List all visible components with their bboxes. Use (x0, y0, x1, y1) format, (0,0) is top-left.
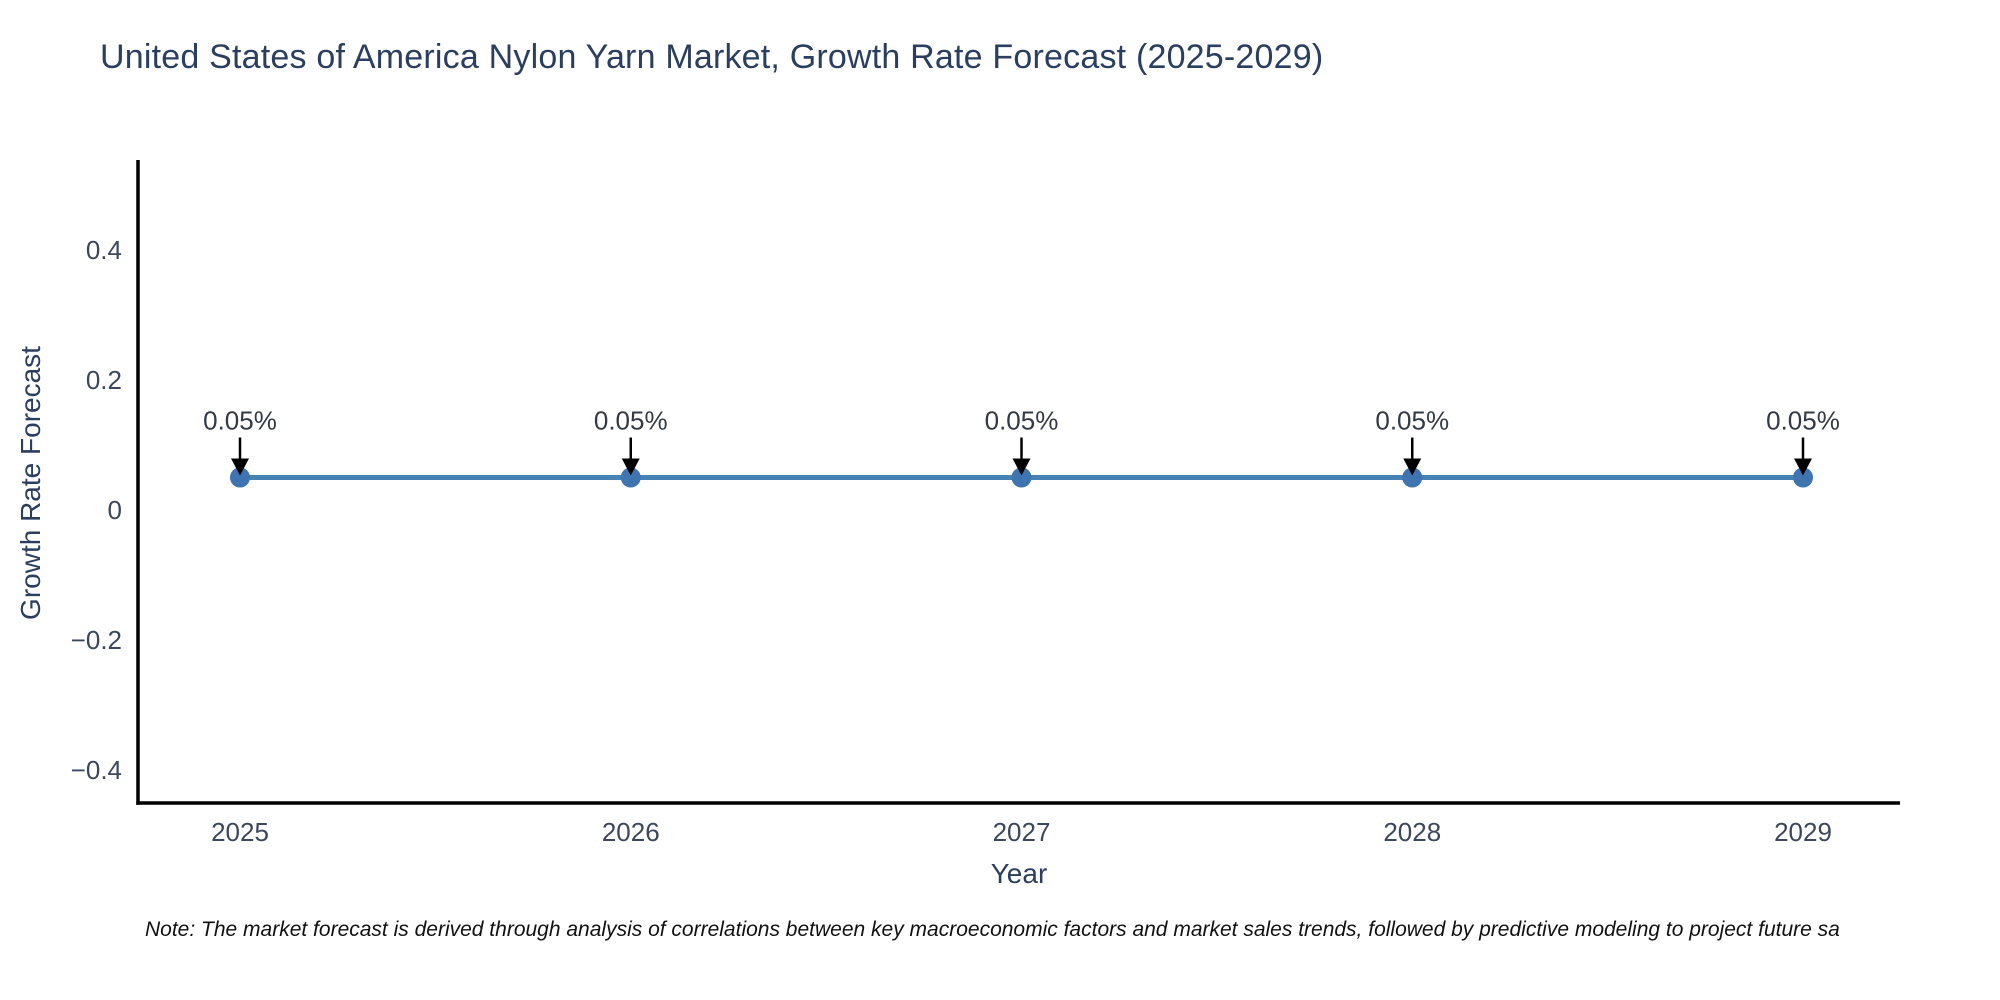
point-label: 0.05% (985, 406, 1059, 436)
point-label: 0.05% (594, 406, 668, 436)
data-point[interactable] (230, 467, 250, 488)
x-tick-label: 2026 (602, 817, 660, 847)
x-tick-label: 2025 (211, 817, 269, 847)
annotation-arrowhead (1012, 458, 1031, 476)
annotation-arrowhead (1794, 458, 1812, 476)
x-axis-title: Year (990, 858, 1048, 889)
y-tick-label: −0.2 (71, 625, 122, 655)
y-tick-label: 0.2 (86, 365, 122, 395)
annotation-arrowhead (231, 458, 249, 476)
x-tick-label: 2028 (1383, 817, 1441, 847)
data-point[interactable] (1793, 467, 1813, 488)
y-tick-label: 0 (108, 495, 122, 525)
point-label: 0.05% (1375, 406, 1449, 436)
chart-title: United States of America Nylon Yarn Mark… (100, 38, 1324, 76)
annotation-arrowhead (621, 458, 640, 476)
point-label: 0.05% (1766, 406, 1840, 436)
y-tick-label: −0.4 (71, 755, 122, 785)
data-point[interactable] (1402, 467, 1423, 488)
data-point[interactable] (1011, 467, 1032, 488)
y-tick-label: 0.4 (86, 235, 122, 265)
x-tick-label: 2029 (1774, 817, 1832, 847)
x-tick-label: 2027 (993, 817, 1051, 847)
data-point[interactable] (620, 467, 641, 488)
point-label: 0.05% (203, 406, 277, 436)
footnote: Note: The market forecast is derived thr… (145, 918, 1840, 941)
annotation-arrowhead (1403, 458, 1422, 476)
